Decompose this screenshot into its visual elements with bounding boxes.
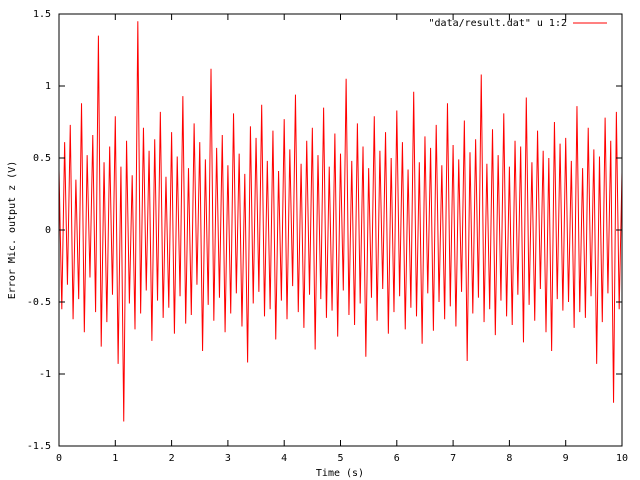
x-axis-label: Time (s) [316, 468, 364, 479]
y-tick-label: -0.5 [27, 297, 51, 308]
x-tick-label: 7 [450, 453, 456, 464]
y-axis-label: Error Mic. output z (V) [7, 161, 18, 299]
x-tick-label: 10 [616, 453, 628, 464]
x-tick-label: 6 [394, 453, 400, 464]
x-tick-label: 8 [506, 453, 512, 464]
plot-border [58, 13, 623, 447]
x-tick-label: 9 [563, 453, 569, 464]
y-tick-label: 0 [45, 225, 51, 236]
data-line [58, 21, 623, 422]
x-tick-label: 4 [281, 453, 287, 464]
x-tick-label: 2 [169, 453, 175, 464]
x-tick-label: 0 [56, 453, 62, 464]
legend-label: "data/result.dat" u 1:2 [429, 18, 567, 29]
y-tick-label: -1 [39, 369, 51, 380]
y-tick-label: -1.5 [27, 441, 51, 452]
y-tick-label: 0.5 [33, 153, 51, 164]
y-tick-label: 1.5 [33, 9, 51, 20]
x-tick-label: 5 [337, 453, 343, 464]
y-tick-label: 1 [45, 81, 51, 92]
x-tick-label: 1 [112, 453, 118, 464]
x-tick-label: 3 [225, 453, 231, 464]
